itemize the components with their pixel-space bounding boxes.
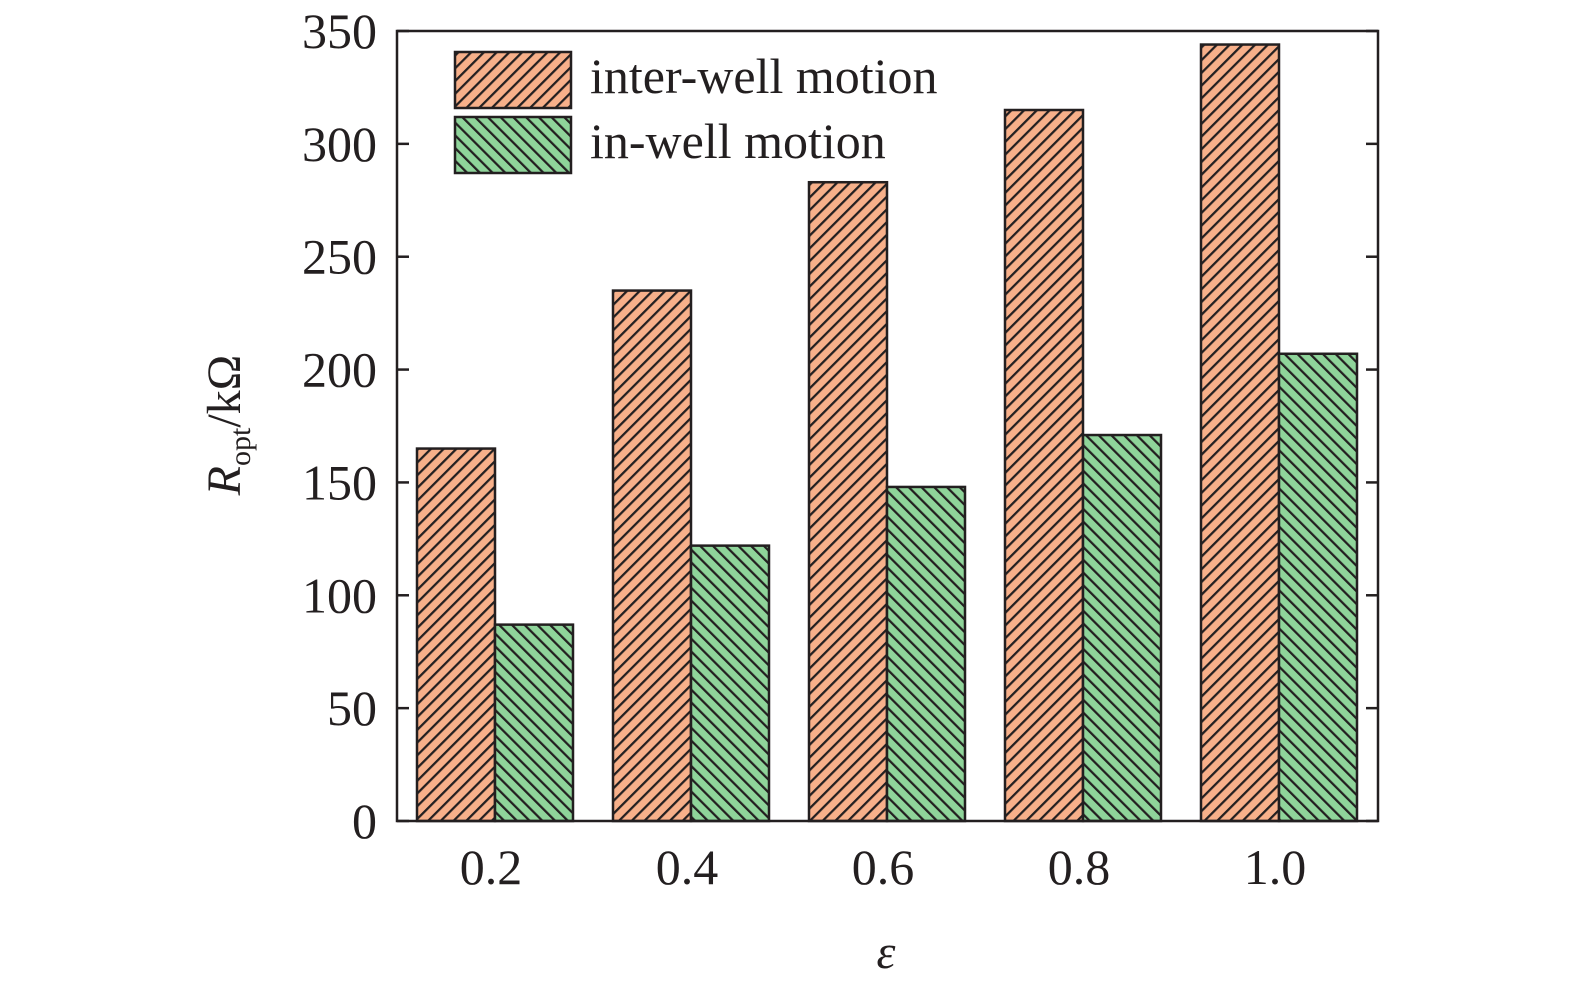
x-tick-label: 0.6 [852,839,915,895]
bar-in-well-0.6 [885,485,967,823]
y-tick-label: 100 [302,567,377,623]
legend-swatch-in-well [453,115,573,175]
bar-in-well-0.2 [493,623,575,823]
y-tick-label: 50 [327,680,377,736]
bar-inter-well-0.2 [415,447,497,823]
y-tick-label: 200 [302,342,377,398]
y-axis: 0 50 100 150 200 250 300 350 [302,3,1378,849]
plot-area-frame [395,29,1380,823]
y-tick-label: 250 [302,229,377,285]
y-axis-title: Ropt/kΩ [198,355,257,497]
x-tick-label: 0.8 [1048,839,1111,895]
bar-inter-well-0.8 [1003,108,1085,823]
y-tick-label: 150 [302,454,377,510]
bar-inter-well-0.6 [807,180,889,823]
bar-in-well-0.8 [1081,433,1163,823]
bar-inter-well-0.4 [611,289,693,823]
legend-label-inter-well: inter-well motion [590,48,938,104]
legend-label-in-well: in-well motion [590,113,886,169]
bars-group [415,43,1359,823]
bar-in-well-1.0 [1277,352,1359,823]
legend: inter-well motion in-well motion [453,48,938,175]
legend-swatch-inter-well [453,50,573,110]
x-axis-title: ε [877,926,896,979]
y-tick-label: 0 [352,793,377,849]
y-tick-label: 300 [302,116,377,172]
bar-in-well-0.4 [689,544,771,823]
x-tick-label: 1.0 [1244,839,1307,895]
y-tick-label: 350 [302,3,377,59]
x-tick-label: 0.2 [460,839,523,895]
x-axis: 0.2 0.4 0.6 0.8 1.0 [460,839,1307,895]
bar-inter-well-1.0 [1199,43,1281,823]
x-tick-label: 0.4 [656,839,719,895]
